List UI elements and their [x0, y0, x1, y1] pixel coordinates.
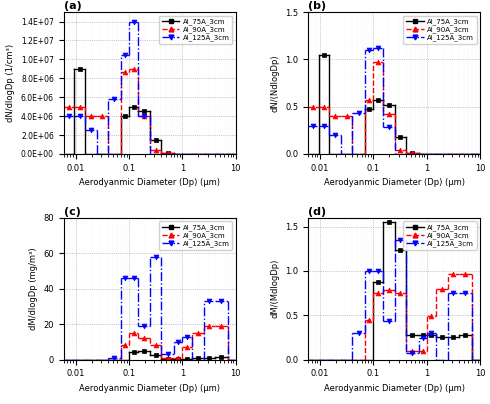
Text: (d): (d): [308, 207, 326, 217]
Legend: Al_75A_3cm, Al_90A_3cm, Al_125A_3cm: Al_75A_3cm, Al_90A_3cm, Al_125A_3cm: [159, 221, 232, 250]
Legend: Al_75A_3cm, Al_90A_3cm, Al_125A_3cm: Al_75A_3cm, Al_90A_3cm, Al_125A_3cm: [403, 16, 477, 44]
Y-axis label: dN/dlogDp (1/cm³): dN/dlogDp (1/cm³): [6, 44, 15, 122]
Text: (b): (b): [308, 1, 326, 11]
X-axis label: Aerodyanmic Diameter (Dp) (μm): Aerodyanmic Diameter (Dp) (μm): [79, 178, 220, 187]
Legend: Al_75A_3cm, Al_90A_3cm, Al_125A_3cm: Al_75A_3cm, Al_90A_3cm, Al_125A_3cm: [159, 16, 232, 44]
Legend: Al_75A_3cm, Al_90A_3cm, Al_125A_3cm: Al_75A_3cm, Al_90A_3cm, Al_125A_3cm: [403, 221, 477, 250]
Y-axis label: dM/dlogDp (mg/m³): dM/dlogDp (mg/m³): [29, 247, 38, 330]
X-axis label: Aerodyanmic Diameter (Dp) (μm): Aerodyanmic Diameter (Dp) (μm): [79, 384, 220, 393]
Text: (a): (a): [64, 1, 81, 11]
X-axis label: Aerodyanmic Diameter (Dp) (μm): Aerodyanmic Diameter (Dp) (μm): [324, 384, 465, 393]
Y-axis label: dN/(NdlogDp): dN/(NdlogDp): [270, 54, 280, 112]
Text: (c): (c): [64, 207, 80, 217]
X-axis label: Aerodyanmic Diameter (Dp) (μm): Aerodyanmic Diameter (Dp) (μm): [324, 178, 465, 187]
Y-axis label: dM/(MdlogDp): dM/(MdlogDp): [270, 259, 280, 318]
